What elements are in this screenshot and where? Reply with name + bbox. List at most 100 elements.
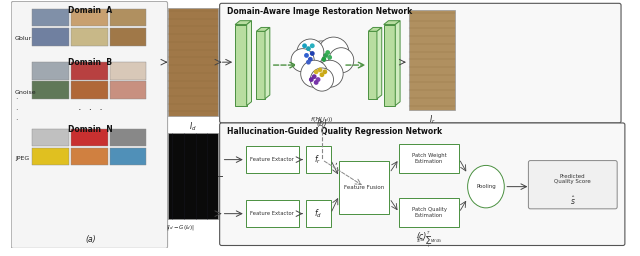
FancyBboxPatch shape <box>33 148 69 165</box>
FancyBboxPatch shape <box>109 62 147 80</box>
FancyBboxPatch shape <box>529 161 617 209</box>
FancyBboxPatch shape <box>33 129 69 146</box>
Text: $|I_d - G(I_d)|$: $|I_d - G(I_d)|$ <box>166 223 195 232</box>
Text: (c): (c) <box>416 232 426 241</box>
Circle shape <box>314 69 319 74</box>
FancyBboxPatch shape <box>220 123 625 246</box>
Ellipse shape <box>468 165 504 208</box>
Polygon shape <box>396 21 400 105</box>
Circle shape <box>306 60 311 65</box>
Text: ,: , <box>334 157 337 166</box>
FancyBboxPatch shape <box>33 62 69 80</box>
Text: JPEG: JPEG <box>15 156 29 161</box>
FancyBboxPatch shape <box>399 144 459 173</box>
FancyBboxPatch shape <box>33 81 69 99</box>
FancyBboxPatch shape <box>257 31 265 99</box>
Polygon shape <box>265 27 270 99</box>
Circle shape <box>310 43 315 48</box>
Circle shape <box>319 72 324 77</box>
Text: Gnoise: Gnoise <box>15 90 36 94</box>
FancyBboxPatch shape <box>109 9 147 26</box>
Circle shape <box>321 57 326 62</box>
Circle shape <box>310 51 315 56</box>
Text: Feature Extactor: Feature Extactor <box>250 157 294 162</box>
Text: Patch Weight
Estimation: Patch Weight Estimation <box>412 153 447 164</box>
FancyBboxPatch shape <box>109 129 147 146</box>
Text: Feature Fusion: Feature Fusion <box>344 185 385 190</box>
FancyBboxPatch shape <box>246 146 299 173</box>
Circle shape <box>318 37 349 68</box>
FancyBboxPatch shape <box>12 1 168 248</box>
Text: $f_r$: $f_r$ <box>314 153 322 166</box>
FancyBboxPatch shape <box>305 146 331 173</box>
Polygon shape <box>235 21 252 25</box>
Circle shape <box>317 68 323 72</box>
Polygon shape <box>257 27 270 31</box>
FancyBboxPatch shape <box>71 81 108 99</box>
FancyBboxPatch shape <box>383 25 396 105</box>
Text: Domain-Aware Image Restoration Network: Domain-Aware Image Restoration Network <box>227 7 413 16</box>
FancyBboxPatch shape <box>339 161 390 214</box>
FancyBboxPatch shape <box>71 9 108 26</box>
Circle shape <box>309 77 314 82</box>
Polygon shape <box>377 27 381 99</box>
Circle shape <box>301 41 343 83</box>
FancyBboxPatch shape <box>33 28 69 46</box>
FancyBboxPatch shape <box>109 28 147 46</box>
Text: Pooling: Pooling <box>476 184 496 189</box>
FancyBboxPatch shape <box>368 31 377 99</box>
Circle shape <box>325 50 330 55</box>
FancyBboxPatch shape <box>409 10 455 110</box>
FancyBboxPatch shape <box>71 62 108 80</box>
Text: Gblur: Gblur <box>15 36 33 40</box>
Circle shape <box>329 48 354 73</box>
FancyBboxPatch shape <box>71 129 108 146</box>
FancyBboxPatch shape <box>305 200 331 227</box>
Circle shape <box>301 60 328 87</box>
Circle shape <box>312 74 317 79</box>
Circle shape <box>316 60 343 87</box>
Polygon shape <box>246 21 252 105</box>
Circle shape <box>304 53 309 58</box>
Text: $\hat{s}$: $\hat{s}$ <box>570 195 576 207</box>
Circle shape <box>316 77 321 82</box>
Text: $f(\mathcal{H}(I_d))$: $f(\mathcal{H}(I_d))$ <box>310 115 333 124</box>
FancyBboxPatch shape <box>220 3 621 123</box>
Text: Predicted
Quality Score: Predicted Quality Score <box>554 174 591 184</box>
FancyBboxPatch shape <box>168 8 218 116</box>
Polygon shape <box>368 27 381 31</box>
FancyBboxPatch shape <box>399 198 459 227</box>
Text: Domain  A: Domain A <box>68 6 113 15</box>
FancyBboxPatch shape <box>71 148 108 165</box>
Text: $I_d$: $I_d$ <box>189 120 196 133</box>
FancyBboxPatch shape <box>109 148 147 165</box>
Text: Domain  B: Domain B <box>68 58 113 67</box>
Polygon shape <box>383 21 400 25</box>
Text: (b): (b) <box>317 119 328 128</box>
Text: Domain  N: Domain N <box>68 125 113 134</box>
FancyBboxPatch shape <box>235 25 246 105</box>
Circle shape <box>327 55 332 60</box>
Circle shape <box>302 43 307 48</box>
Text: Feature Extactor: Feature Extactor <box>250 211 294 216</box>
Circle shape <box>306 46 311 51</box>
Circle shape <box>323 69 327 74</box>
Circle shape <box>297 39 324 66</box>
Circle shape <box>323 53 328 58</box>
Text: ·
·
·: · · · <box>15 95 17 125</box>
Text: Patch Quality
Estimation: Patch Quality Estimation <box>412 207 447 218</box>
FancyBboxPatch shape <box>71 28 108 46</box>
Text: $I_r$: $I_r$ <box>429 113 435 126</box>
Circle shape <box>314 80 319 85</box>
Circle shape <box>310 68 333 91</box>
Text: Hallucination-Guided Quality Regression Network: Hallucination-Guided Quality Regression … <box>227 127 442 136</box>
FancyBboxPatch shape <box>168 133 218 219</box>
Text: $\hat{s} = \sum_{i}^{T} w_i s_i$: $\hat{s} = \sum_{i}^{T} w_i s_i$ <box>416 231 442 251</box>
FancyBboxPatch shape <box>246 200 299 227</box>
Circle shape <box>308 57 313 62</box>
Text: $f_d$: $f_d$ <box>314 207 322 220</box>
FancyBboxPatch shape <box>33 9 69 26</box>
Circle shape <box>291 49 314 72</box>
Text: ·  ·  ·: · · · <box>78 105 103 115</box>
FancyBboxPatch shape <box>109 81 147 99</box>
